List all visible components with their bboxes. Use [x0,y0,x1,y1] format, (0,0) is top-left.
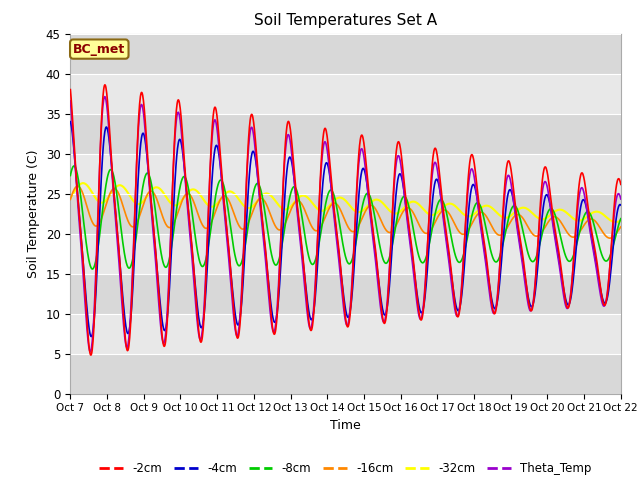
Legend: -2cm, -4cm, -8cm, -16cm, -32cm, Theta_Temp: -2cm, -4cm, -8cm, -16cm, -32cm, Theta_Te… [95,457,596,480]
Bar [70,114,621,154]
Bar [70,274,621,313]
X-axis label: Time: Time [330,419,361,432]
Bar [70,193,621,234]
Title: Soil Temperatures Set A: Soil Temperatures Set A [254,13,437,28]
Bar [70,154,621,193]
Bar [70,73,621,114]
Bar [70,313,621,354]
Bar [70,34,621,73]
Bar [70,234,621,274]
Y-axis label: Soil Temperature (C): Soil Temperature (C) [28,149,40,278]
Bar [70,354,621,394]
Text: BC_met: BC_met [73,43,125,56]
